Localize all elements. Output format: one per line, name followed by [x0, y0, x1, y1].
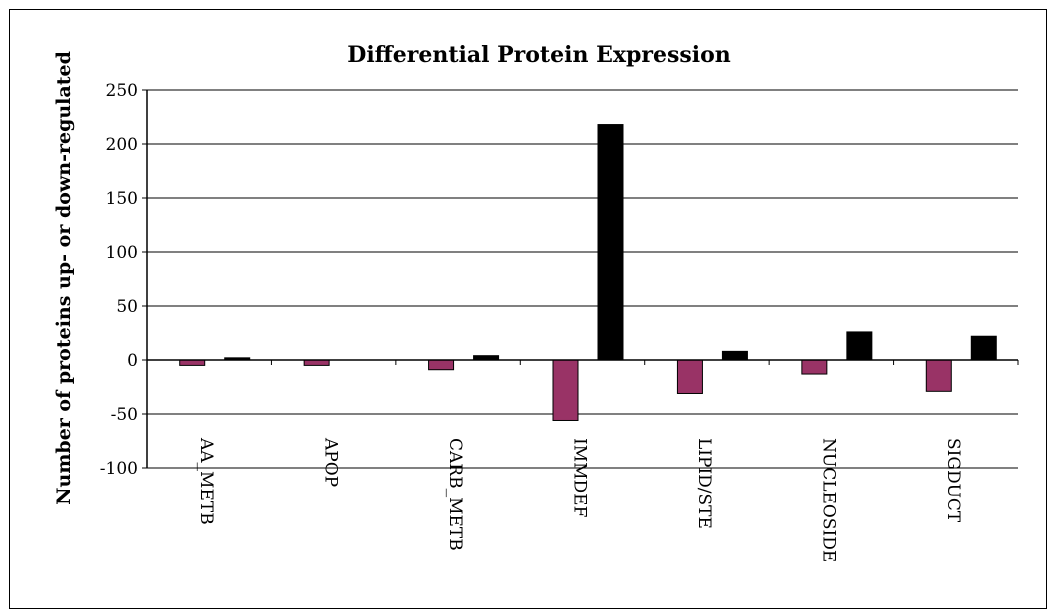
- bars: [179, 124, 997, 421]
- bar-series-2-lipid-ste: [721, 350, 748, 361]
- chart-title: Differential Protein Expression: [347, 42, 731, 68]
- x-tick-label: AA_METB: [196, 437, 216, 525]
- bar-series-1-aa-metb: [179, 359, 206, 366]
- y-tick-label: 50: [116, 297, 138, 317]
- y-tick-label: 150: [106, 189, 138, 209]
- bar-series-2-sigduct: [970, 335, 997, 361]
- y-tick-label: -50: [111, 405, 138, 425]
- bar-series-2-nucleoside: [846, 331, 873, 361]
- x-tick-label: LIPID/STE: [694, 438, 714, 529]
- x-tick-label: SIGDUCT: [943, 438, 963, 523]
- x-tick-label: NUCLEOSIDE: [818, 438, 838, 562]
- y-axis-label: Number of proteins up- or down-regulated: [53, 51, 75, 505]
- y-tick-label: 100: [106, 243, 138, 263]
- bar-series-1-nucleoside: [801, 359, 828, 375]
- y-tick-label: 250: [106, 81, 138, 101]
- axes: [146, 90, 1019, 468]
- y-ticks: 250 200 150 100 50 0 -50 -100: [100, 81, 147, 479]
- y-tick-label: 200: [106, 135, 138, 155]
- bar-series-2-immdef: [597, 124, 624, 361]
- x-tick-label: IMMDEF: [570, 438, 590, 518]
- bar-series-1-lipid-ste: [676, 359, 703, 394]
- y-tick-label: -100: [100, 459, 138, 479]
- x-tick-label: CARB_METB: [445, 438, 465, 551]
- bar-series-1-carb-metb: [428, 359, 455, 371]
- bar-series-1-immdef: [552, 359, 579, 421]
- y-tick-label: 0: [127, 351, 138, 371]
- bar-series-1-apop: [303, 359, 330, 366]
- bar-series-1-sigduct: [925, 359, 952, 392]
- gridlines: [147, 89, 1018, 469]
- x-ticks: AA_METB APOP CARB_METB IMMDEF LIPID/STE NUCLE…: [196, 437, 963, 562]
- chart-frame: [9, 9, 1047, 609]
- x-tick-label: APOP: [321, 437, 341, 487]
